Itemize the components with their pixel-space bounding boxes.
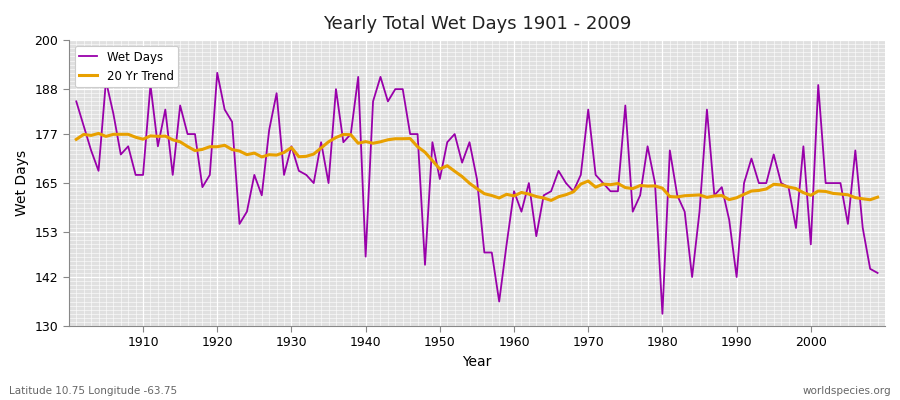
Line: 20 Yr Trend: 20 Yr Trend xyxy=(76,134,878,200)
Wet Days xyxy=(508,189,519,194)
Wet Days xyxy=(346,132,356,136)
20 Yr Trend xyxy=(613,181,624,186)
Title: Yearly Total Wet Days 1901 - 2009: Yearly Total Wet Days 1901 - 2009 xyxy=(323,15,631,33)
20 Yr Trend xyxy=(138,137,148,142)
Wet Days xyxy=(71,99,82,104)
20 Yr Trend xyxy=(545,198,556,203)
20 Yr Trend xyxy=(301,154,311,159)
Legend: Wet Days, 20 Yr Trend: Wet Days, 20 Yr Trend xyxy=(75,46,178,87)
Line: Wet Days: Wet Days xyxy=(76,73,878,314)
20 Yr Trend xyxy=(346,132,356,137)
20 Yr Trend xyxy=(71,137,82,142)
20 Yr Trend xyxy=(508,194,519,198)
20 Yr Trend xyxy=(872,195,883,200)
Text: Latitude 10.75 Longitude -63.75: Latitude 10.75 Longitude -63.75 xyxy=(9,386,177,396)
Wet Days xyxy=(301,172,311,177)
20 Yr Trend xyxy=(93,131,104,136)
Wet Days xyxy=(516,209,526,214)
Wet Days xyxy=(657,311,668,316)
Wet Days xyxy=(872,270,883,275)
Y-axis label: Wet Days: Wet Days xyxy=(15,150,29,216)
X-axis label: Year: Year xyxy=(463,355,491,369)
Wet Days xyxy=(605,189,616,194)
Wet Days xyxy=(212,70,222,75)
20 Yr Trend xyxy=(516,190,526,195)
Text: worldspecies.org: worldspecies.org xyxy=(803,386,891,396)
Wet Days xyxy=(130,172,141,177)
